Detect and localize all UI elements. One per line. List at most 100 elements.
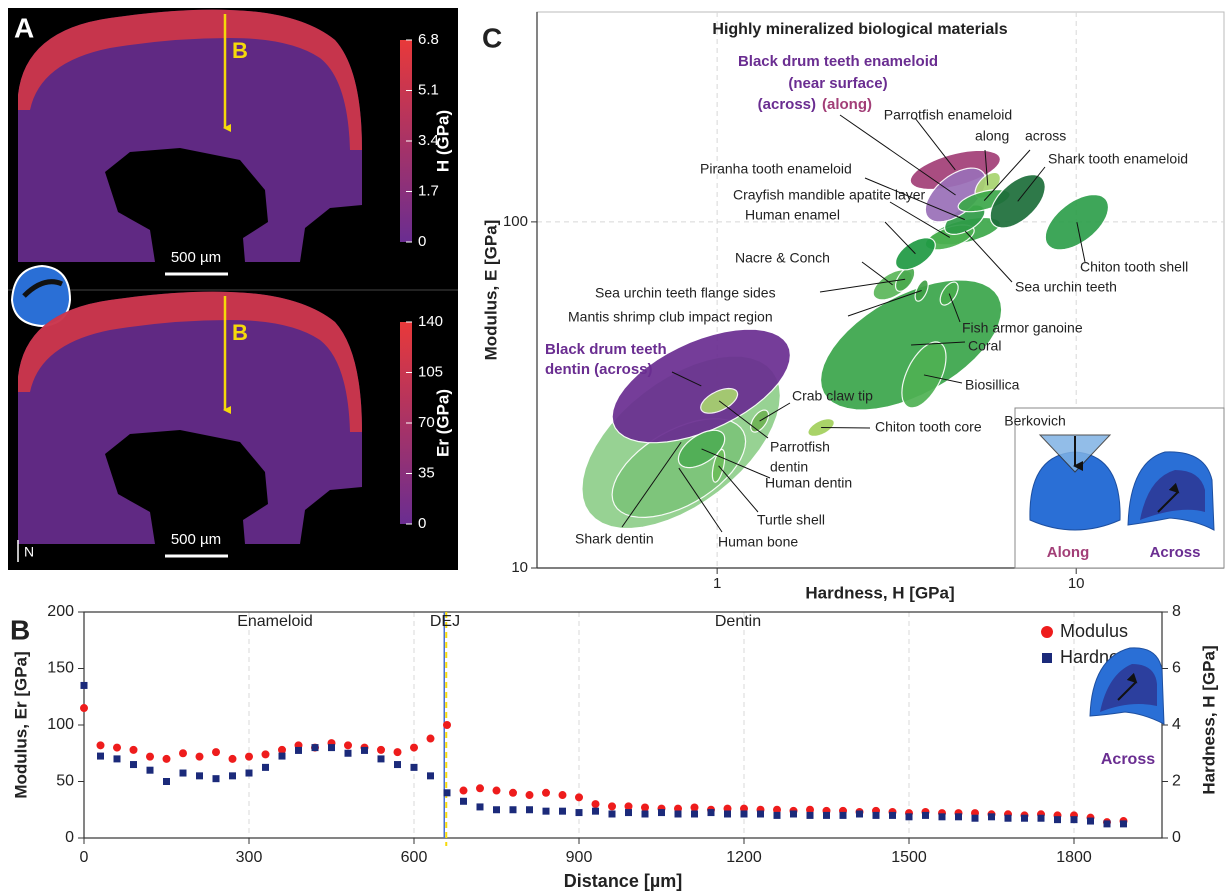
- hardness-point: [196, 772, 203, 780]
- material-label: Parrotfish: [770, 439, 830, 455]
- y-tick-label: 200: [47, 603, 74, 620]
- annotation: Across: [1101, 751, 1155, 768]
- annotation: Berkovich: [1004, 413, 1065, 429]
- hardness-point: [97, 752, 104, 760]
- material-label: Chiton tooth shell: [1080, 259, 1188, 275]
- modulus-point: [278, 745, 286, 754]
- hardness-point: [905, 813, 913, 821]
- leader-line: [914, 117, 956, 171]
- hardness-point: [163, 778, 170, 785]
- colorbar-tick-label: 140: [418, 313, 443, 330]
- modulus-point: [261, 750, 270, 759]
- material-label: (across): [758, 96, 816, 113]
- modulus-point: [492, 786, 501, 795]
- y-tick-label: 150: [47, 660, 74, 677]
- modulus-point: [228, 754, 237, 763]
- hardness-point: [361, 746, 368, 754]
- modulus-point: [806, 805, 814, 814]
- modulus-point: [591, 800, 600, 809]
- material-label: Shark dentin: [575, 531, 654, 547]
- modulus-point: [443, 721, 451, 729]
- hardness-point: [1037, 814, 1045, 822]
- hardness-point: [443, 789, 451, 797]
- hardness-point: [806, 811, 814, 819]
- material-ellipse: [700, 387, 739, 414]
- y-tick-label: 10: [511, 559, 528, 576]
- hardness-point: [575, 809, 583, 817]
- scale-label: 500 µm: [171, 249, 221, 266]
- hardness-point: [938, 813, 946, 821]
- inset: [1014, 407, 1225, 569]
- hardness-point: [476, 803, 484, 811]
- hardness-point: [1070, 816, 1078, 824]
- modulus-point: [624, 802, 633, 811]
- hardness-point: [559, 807, 566, 815]
- modulus-point: [426, 734, 435, 743]
- hardness-point: [1004, 814, 1012, 822]
- leader-line: [1076, 222, 1086, 263]
- material-label: Sea urchin teeth flange sides: [595, 285, 776, 301]
- modulus-point: [773, 805, 781, 814]
- annotation: DEJ: [430, 613, 460, 630]
- hardness-point: [1087, 817, 1094, 825]
- hardness-point: [1120, 820, 1127, 828]
- hardness-point: [113, 755, 121, 763]
- hardness-point: [922, 811, 929, 819]
- panel-label: A: [14, 12, 34, 43]
- profile-label: B: [232, 38, 248, 63]
- plot-frame: [83, 611, 1163, 839]
- modulus-point: [377, 745, 385, 754]
- modulus-point: [96, 741, 105, 750]
- hardness-point: [740, 810, 748, 818]
- material-label: Nacre & Conch: [735, 250, 830, 266]
- material-label: dentin (across): [545, 361, 653, 378]
- hardness-point: [179, 769, 187, 777]
- material-label: Black drum teeth: [545, 341, 667, 358]
- annotation: (near surface): [788, 75, 887, 92]
- modulus-point: [212, 748, 220, 757]
- modulus-point: [113, 743, 121, 752]
- leader-line: [718, 400, 769, 439]
- modulus-point: [476, 784, 484, 793]
- hardness-point: [377, 755, 385, 763]
- x-tick-label: 1500: [891, 849, 927, 866]
- profile-label: B: [232, 320, 248, 345]
- modulus-point: [179, 749, 187, 758]
- leader-line: [864, 177, 965, 221]
- material-label: Human enamel: [745, 207, 840, 223]
- hardness-point: [245, 769, 253, 777]
- colorbar-label: Er (GPa): [433, 389, 452, 457]
- hardness-point: [460, 797, 467, 805]
- leader-line: [718, 465, 759, 513]
- hardness-point: [674, 810, 682, 818]
- colorbar-tick-label: 70: [418, 414, 435, 431]
- leader-line: [621, 441, 682, 528]
- material-ellipse: [677, 429, 726, 469]
- y2-tick-label: 0: [1172, 829, 1181, 846]
- modulus-point: [575, 793, 583, 802]
- annotation: Enameloid: [237, 613, 313, 630]
- y-tick-label: 0: [65, 829, 74, 846]
- hardness-point: [658, 809, 665, 817]
- leader-line: [923, 374, 963, 384]
- leader-line: [861, 261, 893, 286]
- hardness-point: [641, 810, 649, 818]
- hardness-point: [856, 810, 863, 818]
- panel-label: C: [482, 22, 502, 53]
- leader-line: [839, 114, 956, 196]
- legend-marker: [1041, 626, 1053, 638]
- leader-line: [1017, 166, 1046, 202]
- colorbar-tick-label: 0: [418, 233, 426, 250]
- annotation: Across: [1150, 544, 1201, 561]
- leader-line: [889, 201, 951, 238]
- material-label: Piranha tooth enameloid: [700, 161, 852, 177]
- x-tick-label: 900: [566, 849, 593, 866]
- hardness-point: [493, 806, 500, 814]
- leader-line: [984, 149, 989, 186]
- hardness-point: [889, 811, 896, 819]
- material-label: Coral: [968, 338, 1001, 354]
- material-label: (along): [822, 96, 872, 113]
- hardness-point: [839, 811, 847, 819]
- annotation: Dentin: [715, 613, 761, 630]
